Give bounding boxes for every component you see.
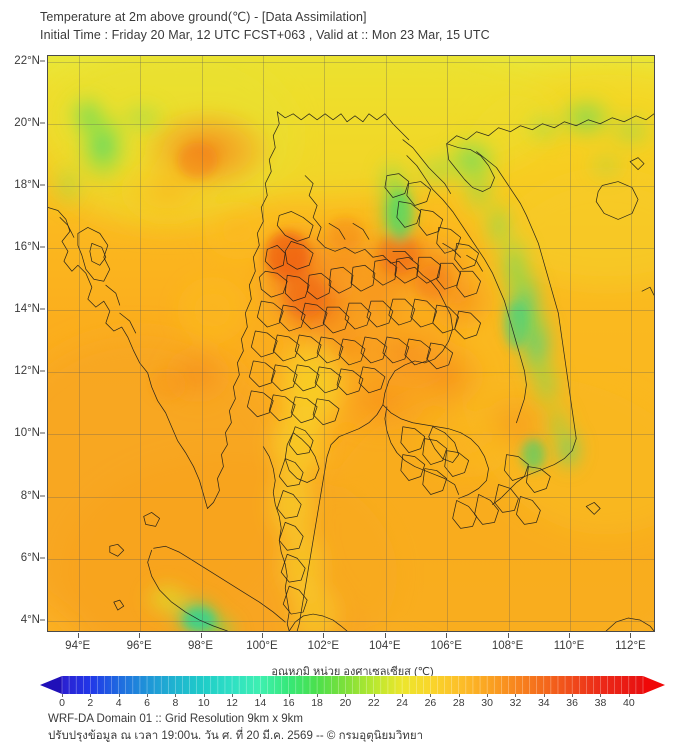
colorbar-tick-label: 32 xyxy=(509,697,522,709)
colorbar-tick-mark xyxy=(572,694,574,697)
colorbar-tick-mark xyxy=(317,694,319,697)
longitude-tick-mark xyxy=(139,633,141,638)
colorbar-tick-label: 36 xyxy=(566,697,578,709)
colorbar-tick-mark xyxy=(628,694,630,697)
longitude-tick-label: 110°E xyxy=(553,640,585,652)
colorbar: อุณหภูมิ หน่วย องศาเซลเซียส (℃) 0 2 4 6 8 10 1… xyxy=(40,662,665,710)
latitude-tick-mark xyxy=(40,122,45,124)
colorbar-tick-label: 18 xyxy=(311,697,323,709)
colorbar-tick-label: 12 xyxy=(226,697,238,709)
colorbar-tick-label: 24 xyxy=(396,697,408,709)
longitude-tick-mark xyxy=(630,633,632,638)
colorbar-tick-mark xyxy=(232,694,234,697)
longitude-axis: 94°E 96°E 98°E 100°E 102°E 104°E 106°E 108°E 110… xyxy=(47,633,655,655)
colorbar-tick-mark xyxy=(62,694,63,697)
colorbar-tick-mark xyxy=(345,694,347,697)
longitude-tick-mark xyxy=(323,633,325,638)
colorbar-tick-label: 38 xyxy=(594,697,607,709)
latitude-axis: 4°N 6°N 8°N 10°N 12°N 14°N 16°N 18°N 20°N 22°N xyxy=(0,55,45,633)
colorbar-tick-label: 0 xyxy=(59,697,65,709)
footer-line-2: ปรับปรุงข้อมูล ณ เวลา 19:00น. วัน ศ. ที่… xyxy=(48,730,424,742)
latitude-tick-label: 8°N xyxy=(20,489,40,502)
colorbar-tick-mark xyxy=(543,694,545,697)
colorbar-tick-mark xyxy=(90,694,92,697)
colorbar-tick-mark xyxy=(600,694,602,697)
longitude-tick-label: 96°E xyxy=(126,640,152,652)
latitude-tick-label: 16°N xyxy=(14,241,40,254)
temperature-map-plot xyxy=(47,55,655,632)
colorbar-tick-label: 8 xyxy=(172,697,179,709)
latitude-tick-label: 20°N xyxy=(14,117,40,130)
colorbar-tick-mark xyxy=(147,694,149,697)
latitude-tick-label: 12°N xyxy=(14,365,40,378)
colorbar-tick-mark xyxy=(175,694,177,697)
colorbar-tick-mark xyxy=(487,694,489,697)
colorbar-tick-label: 14 xyxy=(254,697,267,709)
longitude-tick-mark xyxy=(507,633,509,638)
colorbar-tick-label: 26 xyxy=(424,697,437,709)
longitude-tick-label: 98°E xyxy=(188,640,214,652)
colorbar-tick-mark xyxy=(288,694,290,697)
latitude-tick-mark xyxy=(40,308,45,310)
colorbar-tick-label: 10 xyxy=(197,697,210,709)
latitude-tick-mark xyxy=(40,60,45,62)
colorbar-tick-mark xyxy=(203,694,205,697)
longitude-tick-mark xyxy=(569,633,571,638)
longitude-tick-mark xyxy=(200,633,202,638)
chart-title-block: Temperature at 2m above ground(℃) - [Dat… xyxy=(40,8,660,44)
latitude-tick-label: 6°N xyxy=(20,551,40,564)
colorbar-tick-label: 30 xyxy=(481,697,493,709)
latitude-tick-mark xyxy=(40,246,45,248)
title-line-2: Initial Time : Friday 20 Mar, 12 UTC FCS… xyxy=(40,28,490,42)
latitude-tick-label: 4°N xyxy=(20,613,40,626)
colorbar-tick-mark xyxy=(515,694,517,697)
longitude-tick-label: 94°E xyxy=(65,640,91,652)
colorbar-tick-label: 20 xyxy=(339,697,352,709)
latitude-tick-label: 22°N xyxy=(14,55,40,68)
latitude-tick-mark xyxy=(40,557,45,559)
colorbar-tick-label: 16 xyxy=(282,697,295,709)
colorbar-tick-label: 22 xyxy=(367,697,380,709)
latitude-tick-label: 18°N xyxy=(14,179,40,192)
latitude-tick-label: 14°N xyxy=(14,303,40,316)
colorbar-tick-mark xyxy=(402,694,404,697)
colorbar-tick-mark xyxy=(430,694,432,697)
longitude-tick-mark xyxy=(446,633,448,638)
colorbar-tick-label: 34 xyxy=(537,697,550,709)
longitude-tick-label: 100°E xyxy=(246,640,278,652)
longitude-tick-label: 106°E xyxy=(430,640,462,652)
latitude-tick-mark xyxy=(40,184,45,186)
footer-line-1: WRF-DA Domain 01 :: Grid Resolution 9km … xyxy=(48,713,303,725)
colorbar-tick-label: 6 xyxy=(144,697,150,709)
latitude-tick-mark xyxy=(40,370,45,372)
longitude-tick-label: 102°E xyxy=(307,640,340,652)
longitude-tick-label: 104°E xyxy=(369,640,401,652)
colorbar-tick-label: 4 xyxy=(115,697,122,709)
longitude-tick-mark xyxy=(77,633,79,638)
colorbar-title: อุณหภูมิ หน่วย องศาเซลเซียส (℃) xyxy=(271,666,434,678)
latitude-tick-mark xyxy=(40,495,45,496)
longitude-tick-label: 108°E xyxy=(491,640,524,652)
title-line-1: Temperature at 2m above ground(℃) - [Dat… xyxy=(40,10,367,24)
colorbar-tick-mark xyxy=(373,694,375,697)
latitude-tick-mark xyxy=(40,619,45,621)
temperature-field xyxy=(48,56,654,631)
colorbar-gradient xyxy=(40,676,665,694)
longitude-tick-label: 112°E xyxy=(615,640,646,652)
latitude-tick-mark xyxy=(40,432,45,434)
colorbar-ticks: 0 2 4 6 8 10 12 14 16 18 20 22 24 26 28 30 32 34 36 38 40 xyxy=(40,694,665,710)
longitude-tick-mark xyxy=(384,633,386,638)
colorbar-tick-label: 28 xyxy=(452,697,465,709)
latitude-tick-label: 10°N xyxy=(14,427,40,440)
longitude-tick-mark xyxy=(261,633,263,638)
footer-block: WRF-DA Domain 01 :: Grid Resolution 9km … xyxy=(48,711,668,745)
colorbar-tick-mark xyxy=(118,694,120,697)
colorbar-tick-mark xyxy=(458,694,460,697)
colorbar-tick-label: 2 xyxy=(87,697,94,709)
colorbar-tick-mark xyxy=(260,694,262,697)
colorbar-tick-label: 40 xyxy=(622,697,635,709)
